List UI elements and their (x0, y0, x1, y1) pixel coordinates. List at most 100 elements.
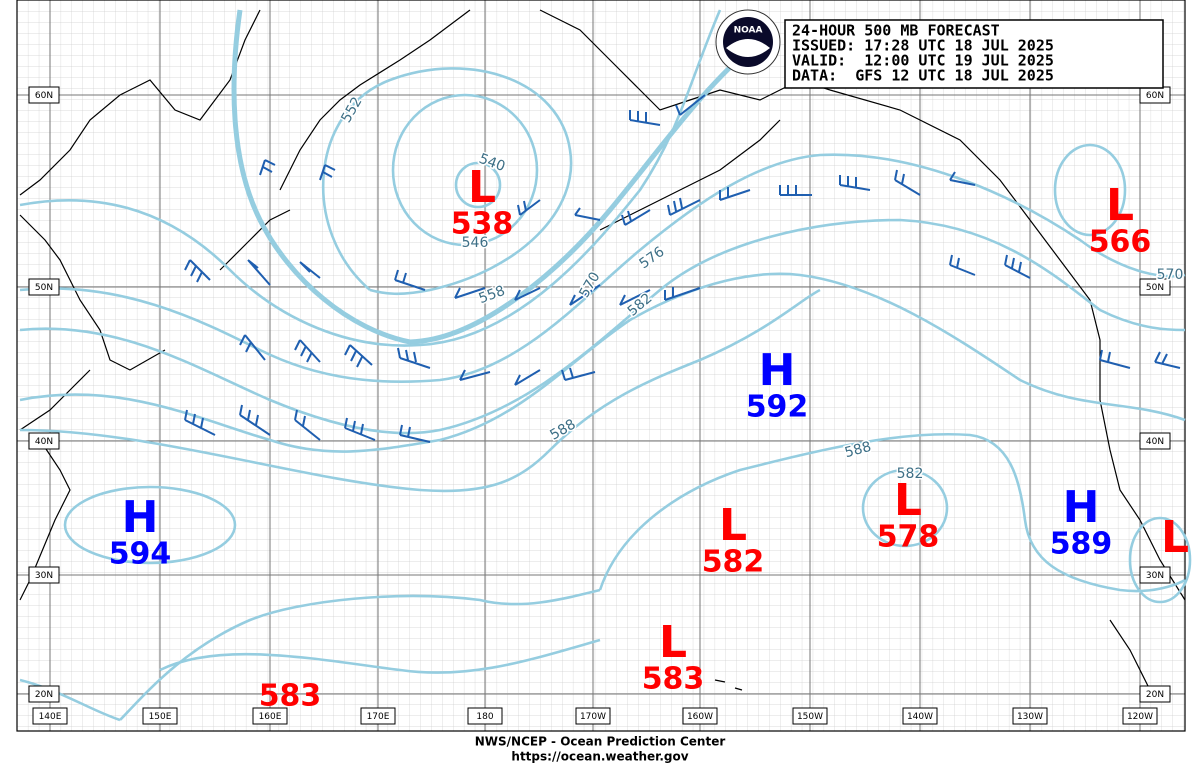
lon-label: 150W (797, 712, 823, 722)
label-box (682, 707, 718, 725)
center-value: 582 (702, 545, 765, 580)
label-box (252, 707, 288, 725)
lat-label-box: 40N (1139, 432, 1171, 450)
fine-grid (17, 0, 1185, 731)
lon-label-box: 140E (32, 707, 68, 725)
contour-label: 582 (897, 466, 924, 482)
center-value: 538 (451, 207, 514, 242)
logo-text: NOAA (734, 26, 763, 36)
footer-line: NWS/NCEP - Ocean Prediction Center (475, 735, 726, 749)
map-labels: 140E 150E 160E 170E 180 170W 160W 150W 140W 130W 1… (28, 86, 1189, 725)
center-symbol: L (1106, 180, 1134, 231)
lat-label: 30N (35, 571, 53, 581)
footer-line: https://ocean.weather.gov (511, 750, 688, 764)
lat-label-box: 40N (28, 432, 60, 450)
header-line: ISSUED: 17:28 UTC 18 JUL 2025 (792, 37, 1054, 55)
lon-label: 130W (1017, 712, 1043, 722)
lat-label-box: 20N (28, 685, 60, 703)
label-box (1122, 707, 1158, 725)
lon-label: 160W (687, 712, 713, 722)
lon-label-box: 170W (575, 707, 611, 725)
lat-label-box: 30N (28, 566, 60, 584)
lat-label: 50N (35, 283, 53, 293)
center-symbol: L (468, 162, 496, 213)
lat-label-box: 60N (1139, 86, 1171, 104)
lat-label: 60N (1146, 91, 1164, 101)
center-symbol: L (894, 475, 922, 526)
coastlines (19, 9, 1186, 691)
lat-label: 40N (1146, 437, 1164, 447)
lon-label: 150E (149, 712, 172, 722)
major-grid (17, 0, 1185, 731)
label-box (575, 707, 611, 725)
center-symbol: H (759, 345, 796, 396)
lon-label: 120W (1127, 712, 1153, 722)
label-box (28, 432, 60, 450)
center-value: 589 (1050, 527, 1113, 562)
lat-label: 50N (1146, 283, 1164, 293)
lat-label: 60N (35, 91, 53, 101)
title-box (784, 19, 1164, 89)
label-box (1139, 278, 1171, 296)
label-box (28, 566, 60, 584)
lon-label: 170W (580, 712, 606, 722)
map-frame (16, 0, 1186, 732)
label-box (1012, 707, 1048, 725)
lat-label-box: 50N (28, 278, 60, 296)
center-value: 583 (259, 679, 322, 714)
lat-label: 30N (1146, 571, 1164, 581)
lon-label: 140E (39, 712, 62, 722)
center-symbol: H (122, 492, 159, 543)
label-box (32, 707, 68, 725)
lon-label-box: 180 (467, 707, 503, 725)
center-value: 594 (109, 537, 172, 572)
label-box (467, 707, 503, 725)
lat-label: 40N (35, 437, 53, 447)
label-box (28, 278, 60, 296)
center-value: 578 (877, 520, 940, 555)
label-box (28, 86, 60, 104)
lon-label-box: 150W (792, 707, 828, 725)
lon-label: 170E (367, 712, 390, 722)
lat-label-box: 20N (1139, 685, 1171, 703)
label-box (792, 707, 828, 725)
lon-label-box: 140W (902, 707, 938, 725)
header-line: 24-HOUR 500 MB FORECAST (792, 22, 1000, 40)
lon-label-box: 120W (1122, 707, 1158, 725)
header-line: VALID: 12:00 UTC 19 JUL 2025 (792, 52, 1054, 70)
label-box (1139, 685, 1171, 703)
center-symbol: L (719, 500, 747, 551)
contour-label: 546 (462, 235, 489, 251)
lat-label-box: 50N (1139, 278, 1171, 296)
label-box (1139, 566, 1171, 584)
wind-barbs (184, 94, 1181, 443)
lon-label: 180 (476, 712, 493, 722)
label-box (28, 685, 60, 703)
lon-label: 160E (259, 712, 282, 722)
lon-label-box: 150E (142, 707, 178, 725)
lon-label-box: 130W (1012, 707, 1048, 725)
center-symbol: L (1161, 512, 1189, 563)
header-line: DATA: GFS 12 UTC 18 JUL 2025 (792, 67, 1054, 85)
contour-label: 570 (1157, 267, 1184, 283)
center-symbol: L (659, 617, 687, 668)
lat-label: 20N (1146, 690, 1164, 700)
lon-label-box: 170E (360, 707, 396, 725)
label-box (360, 707, 396, 725)
lon-label: 140W (907, 712, 933, 722)
center-value: 566 (1089, 225, 1152, 260)
center-symbol: H (1063, 482, 1100, 533)
label-box (902, 707, 938, 725)
lat-label: 20N (35, 690, 53, 700)
center-value: 592 (746, 390, 809, 425)
lon-label-box: 160W (682, 707, 718, 725)
label-box (1139, 432, 1171, 450)
lat-label-box: 60N (28, 86, 60, 104)
lon-label-box: 160E (252, 707, 288, 725)
center-value: 583 (642, 662, 705, 697)
lat-label-box: 30N (1139, 566, 1171, 584)
noaa-logo: NOAA (715, 9, 781, 75)
label-box (142, 707, 178, 725)
